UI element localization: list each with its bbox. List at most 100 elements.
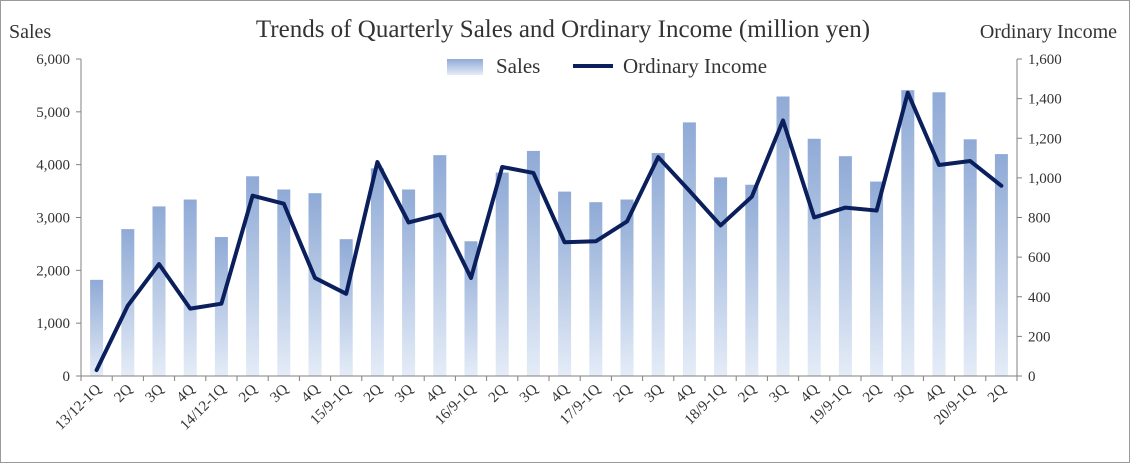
sales-bar <box>90 279 104 376</box>
ordinary-income-point <box>375 160 379 164</box>
y-left-tick-label: 6,000 <box>36 52 70 68</box>
ordinary-income-point <box>157 262 161 266</box>
y-right-tick-label: 800 <box>1028 211 1051 227</box>
x-tick-label: 2Q <box>735 381 759 405</box>
sales-bar <box>682 122 696 377</box>
x-tick-label: 3Q <box>143 381 167 405</box>
y-right-tick-label: 600 <box>1028 250 1051 266</box>
ordinary-income-point <box>656 155 660 159</box>
x-tick-label: 4Q <box>423 381 447 405</box>
x-tick-label: 2Q <box>985 381 1009 405</box>
ordinary-income-point <box>95 368 99 372</box>
ordinary-income-point <box>719 223 723 227</box>
x-tick-label: 3Q <box>767 381 791 405</box>
sales-bar <box>370 168 384 376</box>
sales-bar <box>994 154 1008 376</box>
sales-bar <box>901 90 915 377</box>
y-right-tick-label: 200 <box>1028 329 1051 345</box>
ordinary-income-point <box>563 240 567 244</box>
y-right-tick-label: 1,600 <box>1028 52 1062 68</box>
x-tick-label: 2Q <box>860 381 884 405</box>
ordinary-income-point <box>875 209 879 213</box>
legend-sales-label: Sales <box>496 54 540 78</box>
ordinary-income-point <box>906 91 910 95</box>
ordinary-income-point <box>750 195 754 199</box>
x-tick-label: 2Q <box>111 381 135 405</box>
ordinary-income-point <box>999 184 1003 188</box>
y-right-tick-label: 1,200 <box>1028 131 1062 147</box>
sales-bar <box>620 199 634 376</box>
x-tick-label: 2Q <box>361 381 385 405</box>
x-tick-label: 13/12-1Q <box>52 381 104 433</box>
sales-bar <box>838 156 852 376</box>
y-left-tick-label: 2,000 <box>36 263 70 279</box>
x-tick-label: 2Q <box>486 381 510 405</box>
x-tick-label: 4Q <box>923 381 947 405</box>
sales-bar <box>339 239 353 376</box>
sales-bar <box>745 184 759 376</box>
sales-bar <box>277 189 291 376</box>
x-tick-label: 4Q <box>673 381 697 405</box>
ordinary-income-point <box>812 216 816 219</box>
sales-bar <box>495 172 509 376</box>
y-right-tick-label: 0 <box>1028 369 1036 385</box>
ordinary-income-point <box>625 219 629 223</box>
ordinary-income-point <box>594 239 598 243</box>
y-left-axis-label: Sales <box>9 21 51 43</box>
ordinary-income-point <box>469 276 473 280</box>
sales-bar <box>651 153 665 376</box>
ordinary-income-point <box>500 165 504 169</box>
y-right-tick-label: 400 <box>1028 290 1051 306</box>
ordinary-income-point <box>313 276 317 280</box>
sales-bar <box>402 189 416 376</box>
ordinary-income-point <box>968 159 972 163</box>
ordinary-income-point <box>531 171 535 175</box>
line-layer <box>94 90 1004 373</box>
sales-bar <box>558 191 572 376</box>
ordinary-income-point <box>126 304 130 308</box>
x-tick-label: 3Q <box>642 381 666 405</box>
ordinary-income-point <box>188 307 192 311</box>
sales-bar <box>870 181 884 376</box>
sales-bar <box>183 199 197 376</box>
sales-bar <box>526 150 540 376</box>
legend: Sales Ordinary Income <box>447 54 767 78</box>
chart-title: Trends of Quarterly Sales and Ordinary I… <box>256 16 870 43</box>
ordinary-income-point <box>843 206 847 210</box>
x-tick-label: 3Q <box>891 381 915 405</box>
sales-bar <box>589 202 603 376</box>
x-tick-label: 2Q <box>236 381 260 405</box>
y-right-ticks-layer: 0 200 400 600 800 1,000 1,200 1,400 1,600 <box>1017 52 1062 385</box>
sales-bar <box>308 193 322 376</box>
sales-bar <box>776 96 790 376</box>
legend-income-label: Ordinary Income <box>623 54 767 78</box>
sales-bar <box>433 155 447 376</box>
x-tick-label: 2Q <box>611 381 635 405</box>
y-right-tick-label: 1,000 <box>1028 171 1062 187</box>
sales-bar <box>214 237 228 376</box>
y-right-axis-label: Ordinary Income <box>980 21 1117 43</box>
ordinary-income-point <box>781 118 785 122</box>
x-tick-label: 4Q <box>299 381 323 405</box>
y-left-tick-label: 3,000 <box>36 211 70 227</box>
legend-sales-swatch <box>447 59 483 75</box>
x-tick-label: 3Q <box>392 381 416 405</box>
ordinary-income-point <box>282 202 286 206</box>
sales-bar <box>932 92 946 376</box>
sales-bar <box>963 139 977 376</box>
x-tick-label: 4Q <box>798 381 822 405</box>
ordinary-income-point <box>219 302 223 306</box>
ordinary-income-point <box>344 292 348 296</box>
x-tick-label: 3Q <box>517 381 541 405</box>
sales-bar <box>246 176 260 376</box>
y-right-tick-label: 1,400 <box>1028 92 1062 108</box>
y-left-tick-label: 0 <box>63 369 71 385</box>
sales-bar <box>152 206 166 376</box>
ordinary-income-point <box>407 220 411 224</box>
sales-bar <box>807 138 821 376</box>
x-tick-label: 4Q <box>174 381 198 405</box>
sales-bar <box>714 177 728 376</box>
x-tick-label: 4Q <box>548 381 572 405</box>
